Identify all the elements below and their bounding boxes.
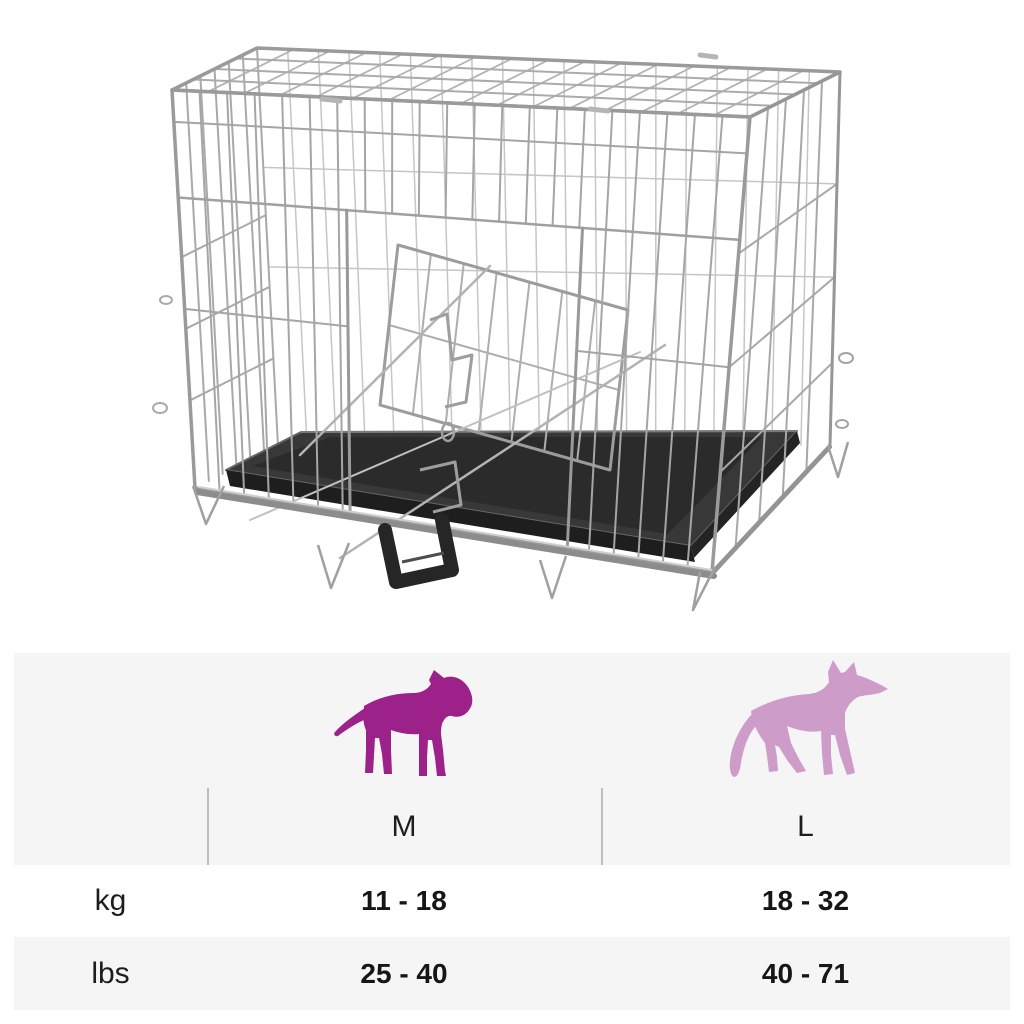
medium-dog-bull-terrier-icon [334, 670, 473, 776]
size-header-row: M L [14, 788, 1010, 865]
dog-size-icons [14, 653, 1010, 788]
row-label-kg: kg [94, 884, 127, 917]
large-dog-shepherd-icon [729, 660, 888, 777]
table-row-kg: kg 11 - 18 18 - 32 [14, 865, 1010, 937]
value-lbs-l: 40 - 71 [761, 957, 850, 989]
value-kg-m: 11 - 18 [361, 885, 447, 916]
size-column-header-l: L [797, 809, 814, 843]
size-column-header-m: M [391, 809, 417, 843]
size-chart-panel: M L kg 11 - 18 18 - 32 lbs 25 - 40 40 - … [14, 653, 1010, 1010]
product-photo [152, 46, 854, 612]
row-label-lbs: lbs [91, 956, 130, 990]
dog-crate-illustration [152, 46, 854, 612]
table-row-lbs: lbs 25 - 40 40 - 71 [14, 937, 1010, 1010]
value-kg-l: 18 - 32 [761, 885, 850, 916]
size-table: M L kg 11 - 18 18 - 32 lbs 25 - 40 40 - … [14, 788, 1010, 1010]
value-lbs-m: 25 - 40 [360, 957, 448, 989]
